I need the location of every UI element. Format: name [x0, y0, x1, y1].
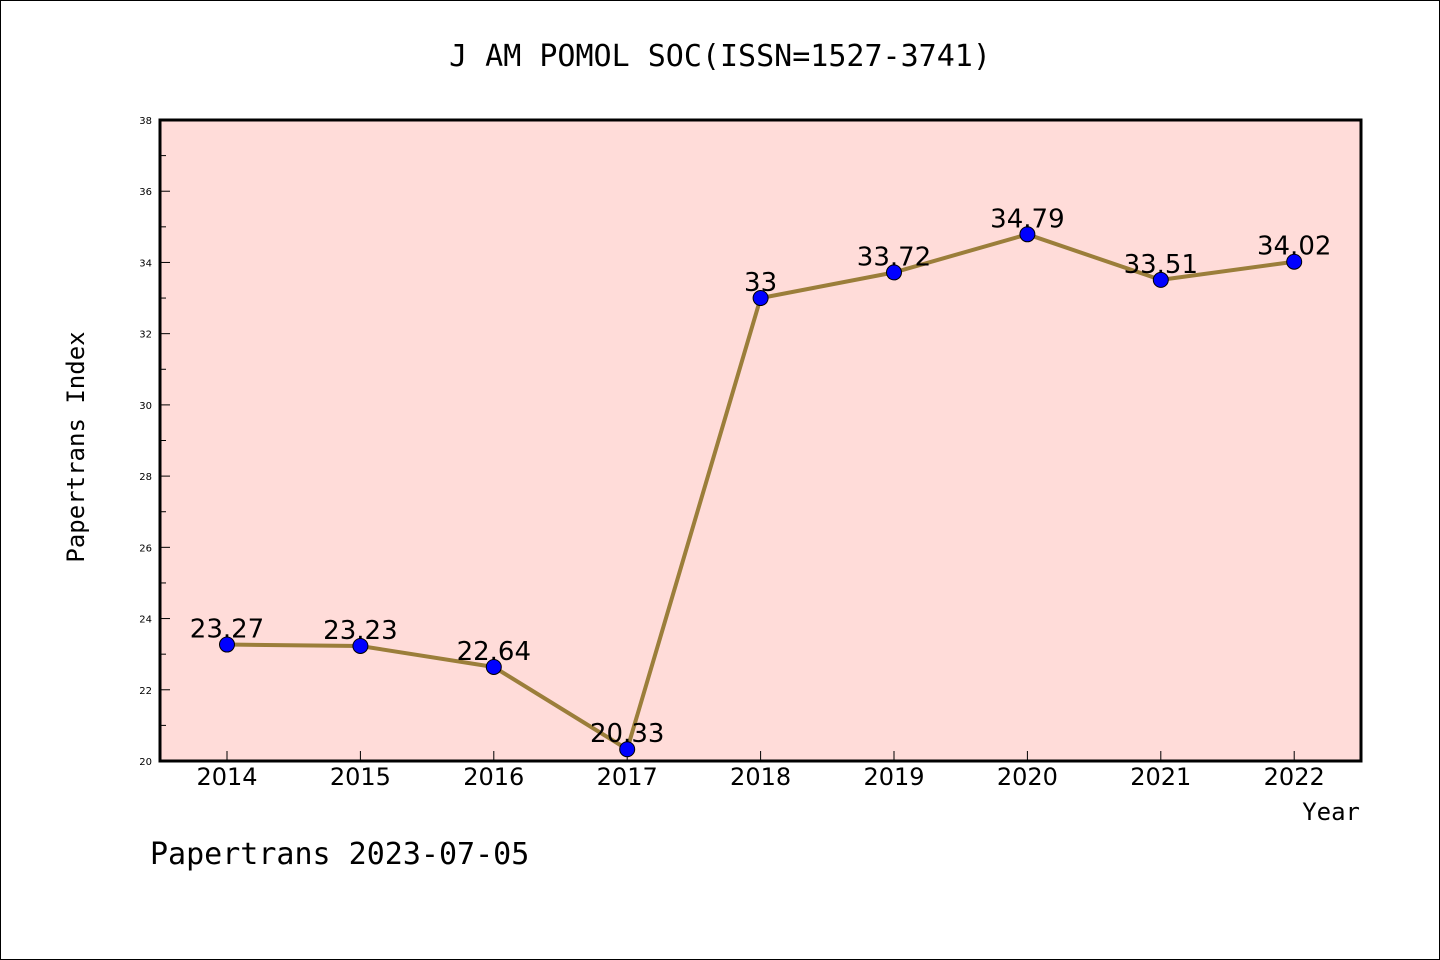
y-axis-label: Papertrans Index: [62, 331, 90, 562]
plot-border: [158, 118, 1363, 763]
data-label: 23.27: [190, 615, 264, 645]
data-point: [1152, 271, 1169, 288]
data-point: [1019, 226, 1036, 243]
y-tick-label: 26: [139, 543, 152, 554]
data-point: [886, 264, 902, 281]
x-tick-label: 2014: [196, 763, 257, 791]
data-point: [619, 741, 636, 758]
x-axis-ticks: 2014 2015 2016 2017 2018 2019 2020 2021 2022: [196, 751, 1325, 791]
y-tick-label: 32: [139, 330, 152, 341]
x-tick-label: 2019: [863, 763, 924, 791]
y-tick-label: 28: [139, 472, 152, 483]
x-tick-label: 2022: [1264, 763, 1325, 791]
data-point: [352, 637, 369, 654]
y-tick-label: 22: [139, 686, 152, 697]
x-axis-label: Year: [1302, 798, 1360, 826]
data-point: [1286, 253, 1303, 270]
y-tick-label: 24: [139, 615, 152, 626]
x-tick-label: 2017: [597, 763, 658, 791]
data-point: [752, 290, 769, 307]
y-tick-label: 38: [139, 116, 152, 127]
data-label: 34.02: [1257, 232, 1331, 262]
plot-area: [160, 120, 1361, 761]
x-tick-label: 2016: [463, 763, 524, 791]
y-tick-label: 30: [139, 401, 152, 412]
footer-text: Papertrans 2023-07-05: [150, 837, 529, 872]
x-tick-label: 2018: [730, 763, 791, 791]
data-markers: [219, 226, 1303, 758]
data-label: 33: [744, 268, 777, 298]
data-point: [219, 636, 235, 653]
data-labels: 23.27 23.23 22.64 20.33 33 33.72 34.79 33.51 34.…: [190, 204, 1332, 749]
x-tick-label: 2015: [330, 763, 391, 791]
y-tick-label: 20: [139, 757, 152, 768]
x-tick-label: 2021: [1130, 763, 1191, 791]
y-tick-label: 36: [139, 187, 152, 198]
data-label: 20.33: [590, 719, 664, 749]
data-label: 22.64: [457, 637, 531, 667]
chart-title: J AM POMOL SOC(ISSN=1527-3741): [449, 39, 991, 74]
data-label: 23.23: [323, 616, 397, 646]
data-point: [485, 658, 502, 675]
data-label: 33.51: [1124, 250, 1198, 280]
y-tick-label: 34: [139, 258, 152, 269]
data-label: 34.79: [990, 204, 1064, 234]
x-tick-label: 2020: [997, 763, 1058, 791]
data-label: 33.72: [857, 242, 931, 272]
